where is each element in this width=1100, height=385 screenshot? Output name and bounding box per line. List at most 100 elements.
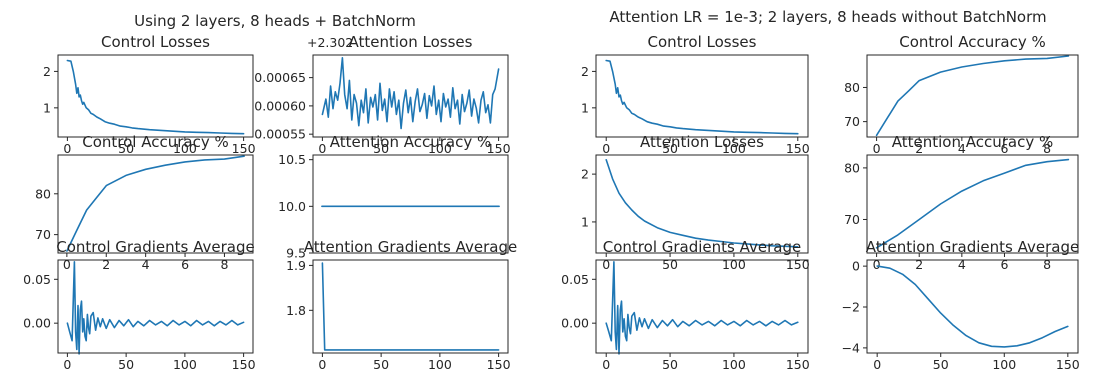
y-tick-label: 80 — [35, 186, 51, 201]
y-tick-label: 2 — [43, 64, 51, 79]
series-line — [66, 261, 245, 355]
series-line — [876, 265, 1069, 348]
subplot: 0 2 4 6 8 70 80 Control Accuracy % — [844, 33, 1079, 156]
subplot-title: Attention Losses — [349, 33, 473, 51]
series-line — [66, 59, 245, 135]
y-tick-label: −4 — [842, 340, 860, 355]
axes-frame — [595, 154, 809, 254]
x-tick-label: 6 — [181, 257, 189, 272]
series-line — [875, 55, 1070, 137]
series-line — [321, 262, 500, 351]
y-tick-label: 70 — [35, 227, 51, 242]
x-tick-label: 0 — [63, 257, 71, 272]
y-tick-label: 0.00060 — [254, 98, 306, 113]
y-tick-label: 0.05 — [561, 272, 589, 287]
x-tick-label: 4 — [142, 257, 150, 272]
x-tick-label: 100 — [722, 357, 746, 372]
subplot: 0 50 100 150 1.8 1.9 Attention Gradients Avera… — [286, 238, 517, 372]
x-tick-label: 4 — [958, 257, 966, 272]
axes-frame — [57, 259, 254, 354]
subplot: 0 50 100 150 0.00 0.05 Control Gradients Avera… — [561, 238, 810, 372]
y-tick-label: 0.00065 — [254, 70, 306, 85]
axes-frame — [866, 154, 1079, 254]
x-tick-label: 0 — [873, 257, 881, 272]
x-tick-label: 100 — [173, 357, 197, 372]
y-tick-label: 2 — [581, 167, 589, 182]
x-tick-label: 6 — [1000, 257, 1008, 272]
axes-frame — [312, 54, 509, 138]
y-tick-label: 9.5 — [286, 246, 306, 261]
y-tick-label: 70 — [844, 212, 860, 227]
axes-frame — [312, 154, 509, 254]
x-tick-label: 8 — [1043, 257, 1051, 272]
x-tick-label: 150 — [232, 357, 256, 372]
x-tick-label: 100 — [722, 141, 746, 156]
axes-frame — [57, 154, 254, 254]
subplot: 0 50 100 150 1 2 Control Losses — [581, 33, 810, 156]
x-tick-label: 0 — [873, 141, 881, 156]
y-tick-label: 10.5 — [278, 152, 306, 167]
subplot: 0 50 100 1500.000550.000600.00065+2.302Atte… — [254, 33, 510, 156]
subplot-title: Control Gradients Average — [56, 238, 254, 256]
axes-frame — [312, 259, 509, 354]
x-tick-label: 150 — [487, 141, 511, 156]
x-tick-label: 50 — [933, 357, 949, 372]
x-tick-label: 50 — [373, 141, 389, 156]
y-tick-label: 0.00 — [23, 316, 51, 331]
x-tick-label: 4 — [958, 141, 966, 156]
x-tick-label: 0 — [602, 357, 610, 372]
y-tick-label: 10.0 — [278, 199, 306, 214]
subplot-title: Attention Accuracy % — [892, 133, 1054, 151]
series-line — [605, 159, 799, 248]
axes-frame — [595, 54, 809, 138]
x-tick-label: 0 — [63, 357, 71, 372]
x-tick-label: 0 — [873, 357, 881, 372]
y-tick-label: 70 — [844, 114, 860, 129]
y-tick-label: 0 — [852, 259, 860, 274]
y-tick-label: 2 — [581, 64, 589, 79]
x-tick-label: 100 — [173, 141, 197, 156]
x-tick-label: 150 — [786, 141, 810, 156]
x-tick-label: 150 — [786, 257, 810, 272]
subplot-title: Attention Accuracy % — [330, 133, 492, 151]
x-tick-label: 0 — [63, 141, 71, 156]
axes-frame — [595, 259, 809, 354]
subplot-title: Control Losses — [101, 33, 210, 51]
x-tick-label: 100 — [992, 357, 1016, 372]
x-tick-label: 50 — [118, 357, 134, 372]
subplot-title: Attention Gradients Average — [304, 238, 517, 256]
axis-offset-label: +2.302 — [307, 35, 353, 50]
x-tick-label: 2 — [915, 141, 923, 156]
x-tick-label: 8 — [220, 257, 228, 272]
x-tick-label: 0 — [602, 141, 610, 156]
subplot-title: Attention Gradients Average — [866, 238, 1079, 256]
x-tick-label: 150 — [487, 357, 511, 372]
subplot-title: Control Losses — [648, 33, 757, 51]
y-tick-label: 1.9 — [286, 258, 306, 273]
x-tick-label: 50 — [662, 357, 678, 372]
y-tick-label: 0.00055 — [254, 127, 306, 142]
y-tick-label: 1 — [43, 100, 51, 115]
y-tick-label: 1.8 — [286, 303, 306, 318]
x-tick-label: 50 — [118, 141, 134, 156]
y-tick-label: 1 — [581, 100, 589, 115]
x-tick-label: 2 — [102, 257, 110, 272]
subplot: 0 2 4 6 8 70 8 0 Attention Accuracy % — [844, 133, 1079, 272]
y-tick-label: 80 — [844, 80, 860, 95]
x-tick-label: 50 — [373, 357, 389, 372]
series-line — [605, 59, 799, 135]
x-tick-label: 100 — [428, 357, 452, 372]
x-tick-label: 150 — [786, 357, 810, 372]
subplot: 9.5 10.0 10.5 Attention Accuracy % — [278, 133, 509, 261]
series-line — [321, 57, 500, 130]
subplot: 0 50 100 150 1 2 Attention Losses — [581, 133, 810, 272]
series-line — [66, 155, 245, 252]
x-tick-label: 8 — [1043, 141, 1051, 156]
axes-frame — [866, 259, 1079, 354]
axes-frame — [57, 54, 254, 138]
subplot-title: Control Accuracy % — [899, 33, 1046, 51]
x-tick-label: 100 — [428, 141, 452, 156]
